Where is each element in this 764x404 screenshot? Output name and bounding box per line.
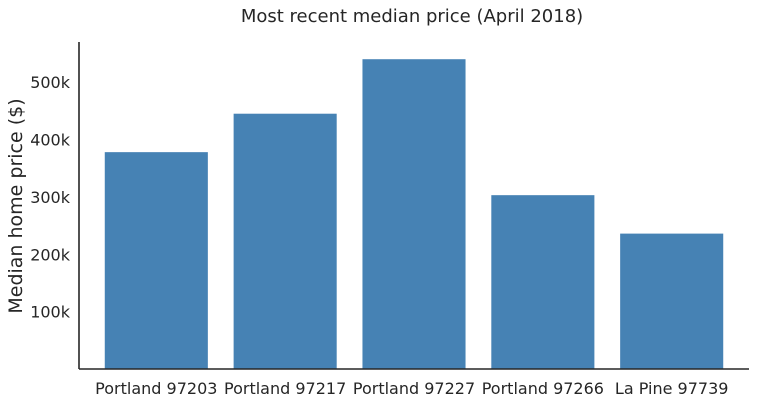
x-tick-label: Portland 97266 <box>482 379 604 398</box>
y-axis-title: Median home price ($) <box>5 98 27 313</box>
y-ticks-group: 100k 200k 300k 400k 500k <box>30 73 71 321</box>
x-tick-label: Portland 97227 <box>353 379 475 398</box>
bar-4 <box>491 195 595 369</box>
y-tick-label: 500k <box>30 73 71 92</box>
y-tick-label: 300k <box>30 188 71 207</box>
bar-2 <box>233 113 337 370</box>
y-tick-label: 200k <box>30 245 71 264</box>
x-tick-label: La Pine 97739 <box>615 379 729 398</box>
x-ticks-group: Portland 97203 Portland 97217 Portland 972… <box>95 379 728 398</box>
y-tick-label: 400k <box>30 131 71 150</box>
chart-title: Most recent median price (April 2018) <box>241 6 583 27</box>
x-tick-label: Portland 97203 <box>95 379 217 398</box>
bar-5 <box>620 233 724 369</box>
x-tick-label: Portland 97217 <box>224 379 346 398</box>
bars-group <box>104 59 724 370</box>
bar-1 <box>104 152 208 369</box>
bar-3 <box>362 59 466 370</box>
y-tick-label: 100k <box>30 303 71 322</box>
